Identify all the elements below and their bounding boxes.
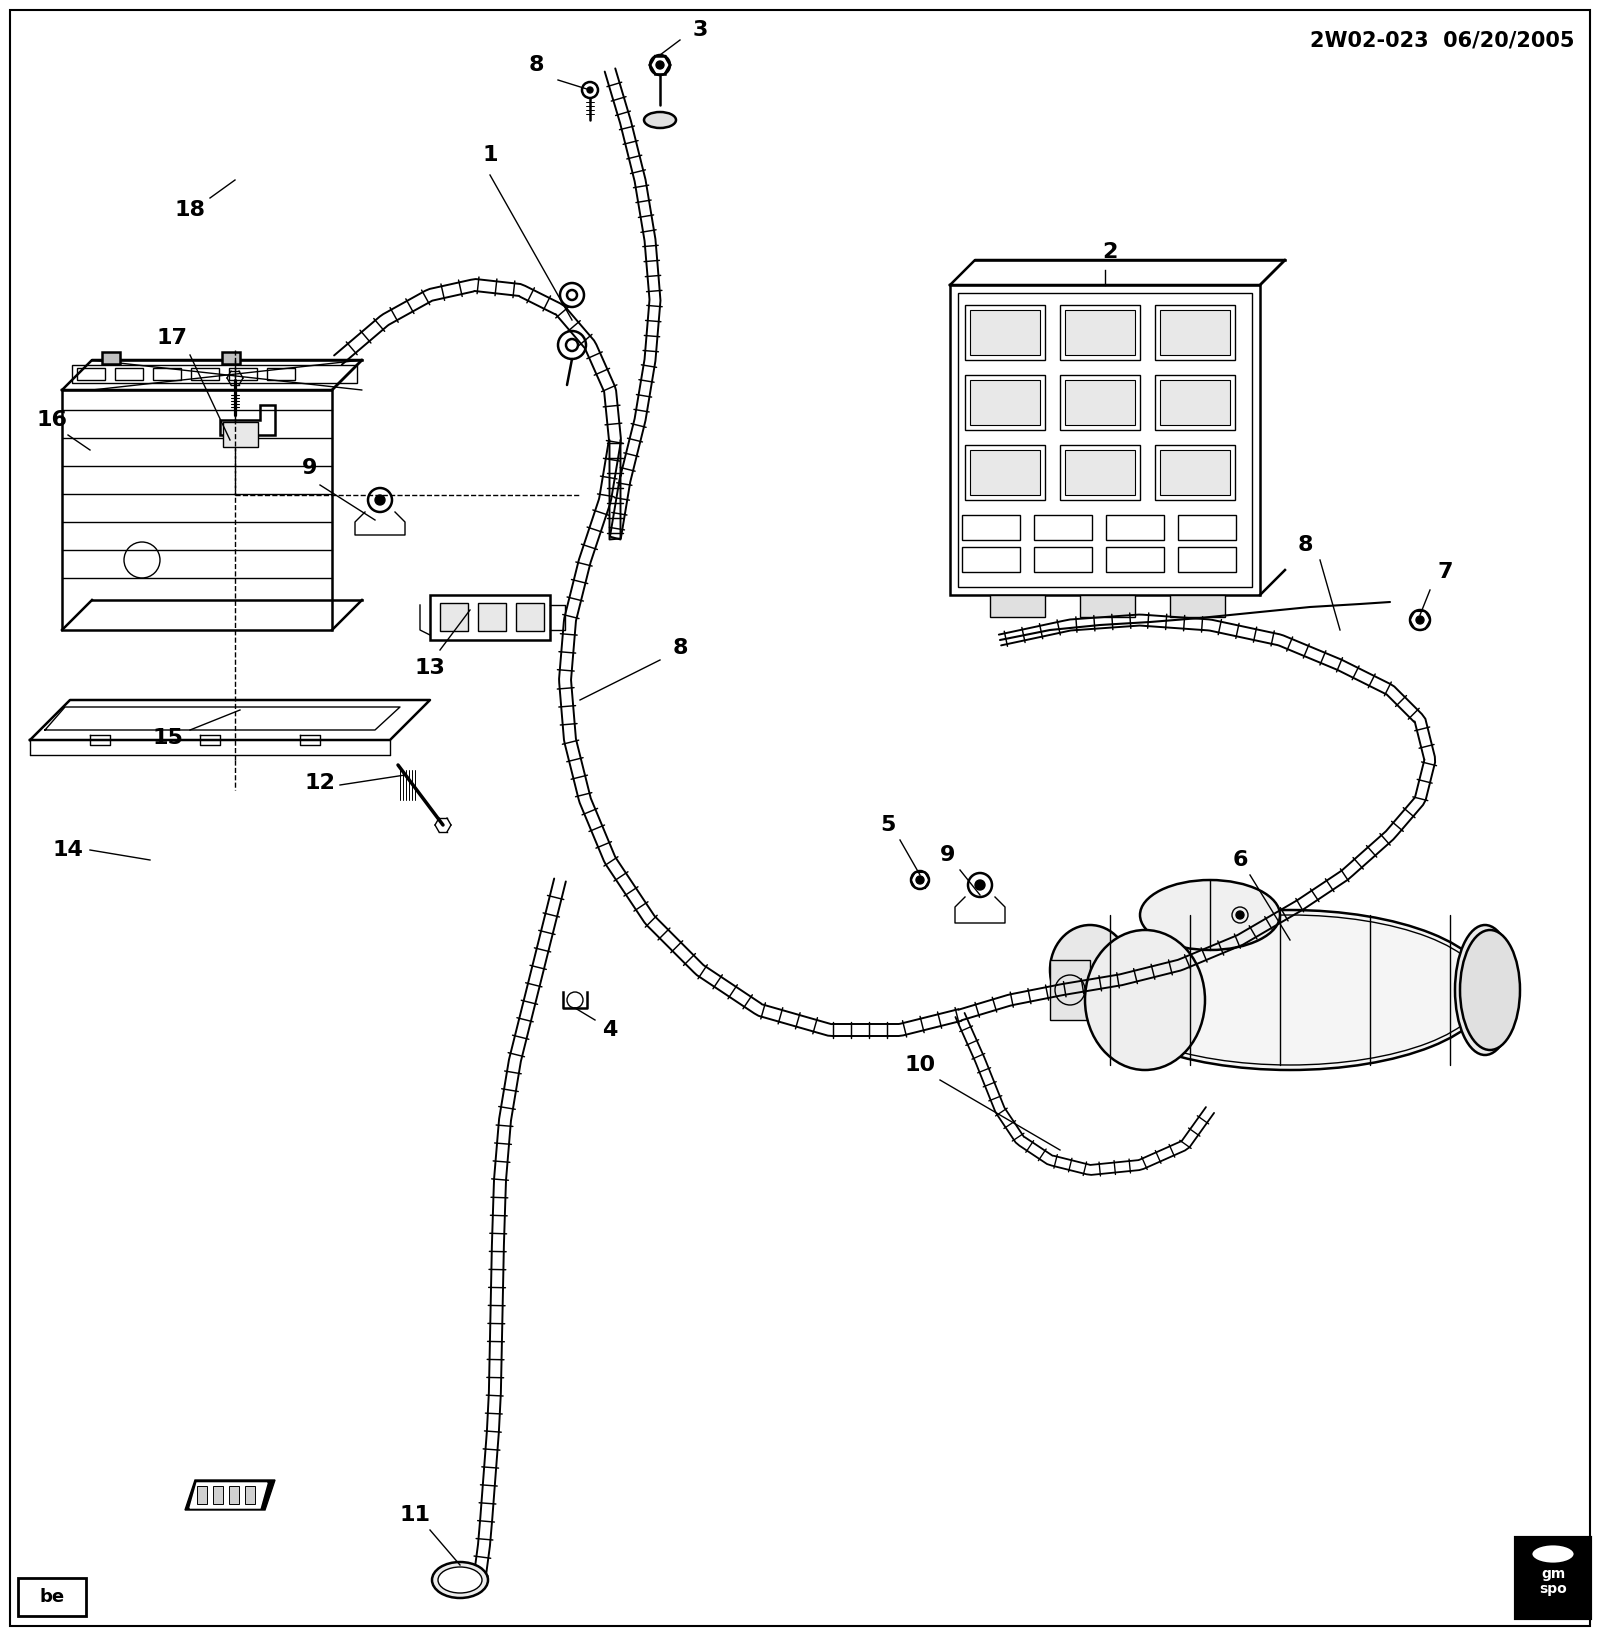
- Text: 5: 5: [880, 815, 896, 834]
- Bar: [115, 368, 142, 380]
- Bar: [72, 365, 357, 383]
- Circle shape: [587, 87, 594, 93]
- Bar: [515, 604, 544, 631]
- Bar: [970, 450, 1040, 496]
- Bar: [190, 368, 219, 380]
- Bar: [222, 422, 258, 447]
- Circle shape: [974, 880, 986, 890]
- Text: 1: 1: [482, 146, 498, 165]
- Bar: [430, 596, 550, 640]
- Bar: [950, 285, 1261, 596]
- Text: be: be: [40, 1589, 64, 1607]
- Bar: [1059, 304, 1139, 360]
- Text: 7: 7: [1437, 563, 1453, 582]
- Text: 2W02-023  06/20/2005: 2W02-023 06/20/2005: [1310, 29, 1574, 51]
- Bar: [1155, 304, 1235, 360]
- Ellipse shape: [1139, 880, 1280, 951]
- Bar: [229, 1485, 238, 1503]
- Bar: [965, 445, 1045, 501]
- Bar: [962, 515, 1021, 540]
- Text: 12: 12: [304, 772, 336, 793]
- Bar: [1178, 546, 1235, 573]
- Bar: [965, 304, 1045, 360]
- Bar: [1106, 546, 1165, 573]
- Text: 16: 16: [37, 411, 67, 430]
- Bar: [1160, 380, 1230, 425]
- Bar: [1170, 596, 1226, 617]
- Text: 11: 11: [400, 1505, 430, 1525]
- Bar: [102, 352, 120, 363]
- Bar: [478, 604, 506, 631]
- Text: 8: 8: [672, 638, 688, 658]
- Ellipse shape: [432, 1562, 488, 1598]
- Bar: [18, 1579, 86, 1616]
- Bar: [990, 596, 1045, 617]
- Ellipse shape: [1459, 929, 1520, 1050]
- Ellipse shape: [1454, 924, 1515, 1055]
- Text: 13: 13: [414, 658, 445, 677]
- Bar: [1080, 596, 1134, 617]
- Text: 15: 15: [152, 728, 184, 748]
- Bar: [1066, 309, 1134, 355]
- Text: 3: 3: [693, 20, 707, 39]
- Bar: [1034, 546, 1091, 573]
- Bar: [965, 375, 1045, 430]
- Ellipse shape: [438, 1567, 482, 1593]
- Bar: [154, 368, 181, 380]
- Text: spo: spo: [1539, 1582, 1566, 1597]
- Bar: [62, 389, 333, 630]
- Bar: [1160, 309, 1230, 355]
- Bar: [77, 368, 106, 380]
- Text: 2: 2: [1102, 242, 1118, 262]
- Bar: [1059, 375, 1139, 430]
- Text: 18: 18: [174, 200, 205, 219]
- Text: 8: 8: [1298, 535, 1312, 555]
- Text: 10: 10: [904, 1055, 936, 1075]
- Text: gm: gm: [1541, 1567, 1565, 1580]
- Bar: [1517, 1538, 1590, 1618]
- Bar: [1066, 380, 1134, 425]
- Bar: [213, 1485, 222, 1503]
- Text: 4: 4: [602, 1019, 618, 1040]
- Bar: [1155, 375, 1235, 430]
- Text: 9: 9: [941, 846, 955, 865]
- Bar: [197, 1485, 206, 1503]
- Text: 8: 8: [528, 56, 544, 75]
- Circle shape: [1235, 911, 1245, 919]
- Bar: [1160, 450, 1230, 496]
- Circle shape: [374, 496, 386, 506]
- Circle shape: [656, 61, 664, 69]
- Bar: [962, 546, 1021, 573]
- Bar: [970, 309, 1040, 355]
- Bar: [1066, 450, 1134, 496]
- Bar: [1034, 515, 1091, 540]
- Circle shape: [915, 875, 925, 883]
- Bar: [1106, 515, 1165, 540]
- Ellipse shape: [643, 111, 675, 128]
- Bar: [229, 368, 258, 380]
- Bar: [958, 293, 1251, 587]
- Text: 14: 14: [53, 839, 83, 861]
- Polygon shape: [190, 1482, 267, 1508]
- Text: 17: 17: [157, 327, 187, 348]
- Bar: [222, 352, 240, 363]
- Ellipse shape: [1090, 910, 1490, 1070]
- Bar: [267, 368, 294, 380]
- Bar: [1050, 960, 1090, 1019]
- Bar: [1059, 445, 1139, 501]
- Ellipse shape: [1050, 924, 1130, 1014]
- Text: 6: 6: [1232, 851, 1248, 870]
- Ellipse shape: [1531, 1544, 1574, 1564]
- Ellipse shape: [1085, 929, 1205, 1070]
- Text: 9: 9: [302, 458, 318, 478]
- Bar: [1155, 445, 1235, 501]
- Circle shape: [1416, 617, 1424, 623]
- Bar: [970, 380, 1040, 425]
- Polygon shape: [186, 1481, 275, 1510]
- Bar: [440, 604, 467, 631]
- Bar: [245, 1485, 254, 1503]
- Bar: [1178, 515, 1235, 540]
